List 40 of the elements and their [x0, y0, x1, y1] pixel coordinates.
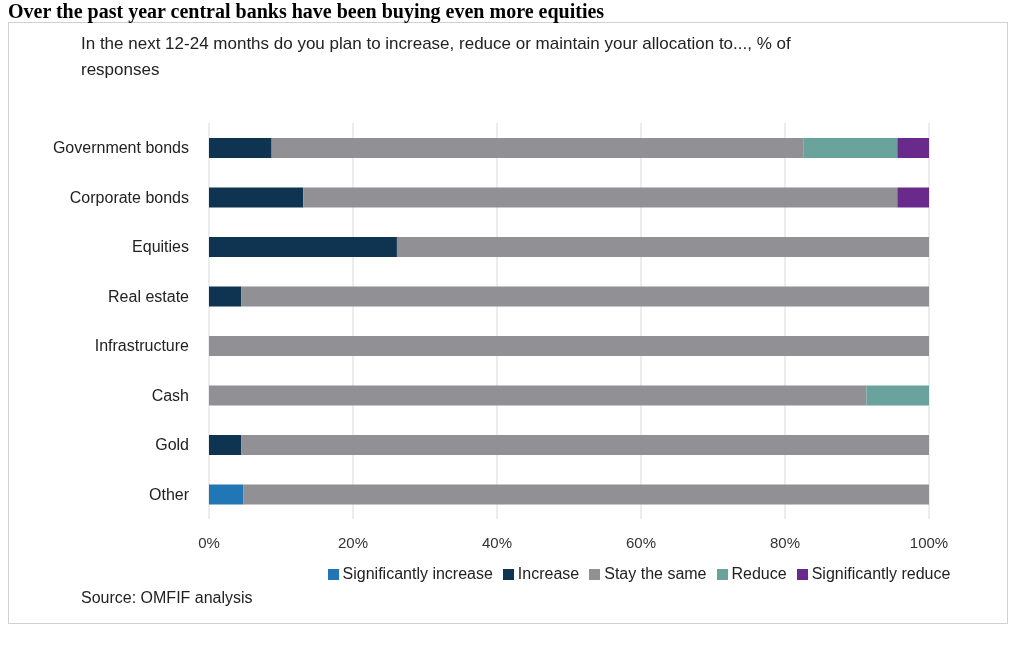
bar: [209, 187, 304, 208]
bar: [241, 286, 929, 307]
legend-label: Significantly reduce: [811, 565, 951, 582]
legend-label: Increase: [517, 565, 580, 582]
x-tick-label: 60%: [625, 533, 657, 551]
legend-label: Significantly increase: [342, 565, 493, 582]
y-tick-label: Corporate bonds: [69, 188, 189, 206]
y-tick-label: Infrastructure: [94, 337, 190, 355]
bar: [271, 138, 804, 158]
y-tick-label: Equities: [132, 238, 189, 256]
bar: [243, 484, 929, 505]
bar: [866, 385, 929, 406]
bar: [803, 138, 898, 158]
x-tick-label: 20%: [337, 533, 369, 551]
x-tick-label: 100%: [909, 533, 949, 551]
y-tick-label: Real estate: [108, 287, 190, 305]
y-tick-label: Gold: [155, 436, 189, 454]
y-tick-label: Other: [148, 485, 190, 503]
x-tick-label: 0%: [198, 533, 220, 551]
x-tick-label: 40%: [481, 533, 513, 551]
bar: [897, 138, 929, 158]
bar: [396, 237, 929, 257]
y-tick-label: Cash: [151, 386, 189, 404]
bar: [209, 286, 242, 307]
y-tick-label: Government bonds: [52, 139, 189, 157]
x-tick-label: 80%: [769, 533, 801, 551]
legend-label: Stay the same: [604, 565, 707, 582]
bar: [303, 187, 898, 208]
bar: [209, 336, 929, 356]
source-note: Source: OMFIF analysis: [81, 589, 254, 607]
legend-label: Reduce: [731, 565, 787, 582]
bar: [897, 187, 929, 208]
bar: [209, 138, 272, 158]
bar: [209, 237, 397, 257]
bar: [241, 435, 929, 455]
bar: [209, 484, 244, 505]
bar: [209, 435, 242, 455]
bar: [209, 385, 867, 406]
chart-title: Over the past year central banks have been buying even more equities: [8, 0, 606, 22]
chart-subtitle: In the next 12-24 months do you plan to increase, reduce or maintain your allocation to..., % of responses: [81, 33, 792, 81]
